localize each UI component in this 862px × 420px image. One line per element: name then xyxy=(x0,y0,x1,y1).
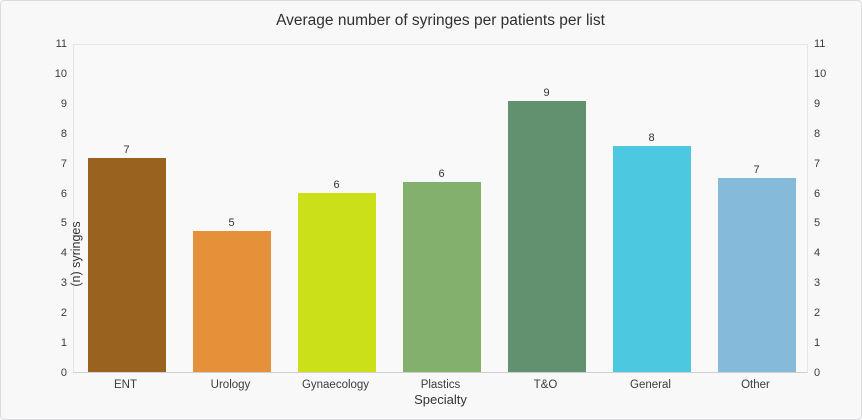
x-category-label-t-o: T&O xyxy=(533,379,558,391)
bar-value-label-other: 7 xyxy=(753,163,760,176)
bar-gynaecology xyxy=(297,192,376,372)
y-tick-left-1: 1 xyxy=(60,337,67,350)
x-category-label-other: Other xyxy=(741,379,770,391)
x-category-label-ent: ENT xyxy=(114,379,137,391)
y-tick-left-5: 5 xyxy=(60,217,67,230)
x-axis-title: Specialty xyxy=(414,392,467,407)
y-tick-left-6: 6 xyxy=(60,187,67,200)
y-tick-right-3: 3 xyxy=(814,277,821,290)
y-tick-left-3: 3 xyxy=(60,277,67,290)
x-category-label-plastics: Plastics xyxy=(420,379,461,391)
y-tick-right-0: 0 xyxy=(814,367,821,379)
y-tick-right-9: 9 xyxy=(814,97,821,110)
bar-value-label-t-o: 9 xyxy=(543,87,550,100)
bar-value-label-urology: 5 xyxy=(228,217,235,230)
y-tick-left-11: 11 xyxy=(55,38,67,50)
x-category-label-gynaecology: Gynaecology xyxy=(301,379,370,391)
bar-value-label-ent: 7 xyxy=(123,144,130,157)
x-category-label-urology: Urology xyxy=(210,379,251,391)
chart-title: Average number of syringes per patients … xyxy=(276,12,605,29)
y-tick-right-7: 7 xyxy=(814,157,821,170)
bar-general xyxy=(612,146,691,372)
y-tick-right-11: 11 xyxy=(814,38,826,50)
bar-value-label-plastics: 6 xyxy=(438,168,445,181)
bar-plastics xyxy=(402,182,481,372)
y-tick-left-8: 8 xyxy=(60,127,67,140)
y-tick-right-5: 5 xyxy=(814,217,821,230)
y-tick-left-0: 0 xyxy=(60,367,67,379)
bar-other xyxy=(717,177,796,372)
y-tick-right-4: 4 xyxy=(814,247,821,260)
bar-ent xyxy=(87,158,166,372)
y-tick-right-6: 6 xyxy=(814,187,821,200)
y-tick-left-10: 10 xyxy=(54,67,67,80)
y-tick-right-10: 10 xyxy=(814,67,827,80)
y-tick-right-2: 2 xyxy=(814,307,821,320)
x-category-label-general: General xyxy=(630,379,671,391)
bar-t-o xyxy=(507,101,586,372)
bar-value-label-gynaecology: 6 xyxy=(333,178,340,191)
y-tick-left-7: 7 xyxy=(60,157,67,170)
y-tick-right-1: 1 xyxy=(814,337,821,350)
bar-urology xyxy=(192,231,271,372)
bar-value-label-general: 8 xyxy=(648,132,655,145)
plot-area: (n) syringes 7 5 6 6 9 8 7 xyxy=(69,44,808,373)
y-tick-left-4: 4 xyxy=(60,247,67,260)
y-axis-title: (n) syringes xyxy=(69,221,83,287)
y-tick-left-2: 2 xyxy=(60,307,67,320)
y-tick-left-9: 9 xyxy=(60,97,67,110)
y-tick-right-8: 8 xyxy=(814,127,821,140)
